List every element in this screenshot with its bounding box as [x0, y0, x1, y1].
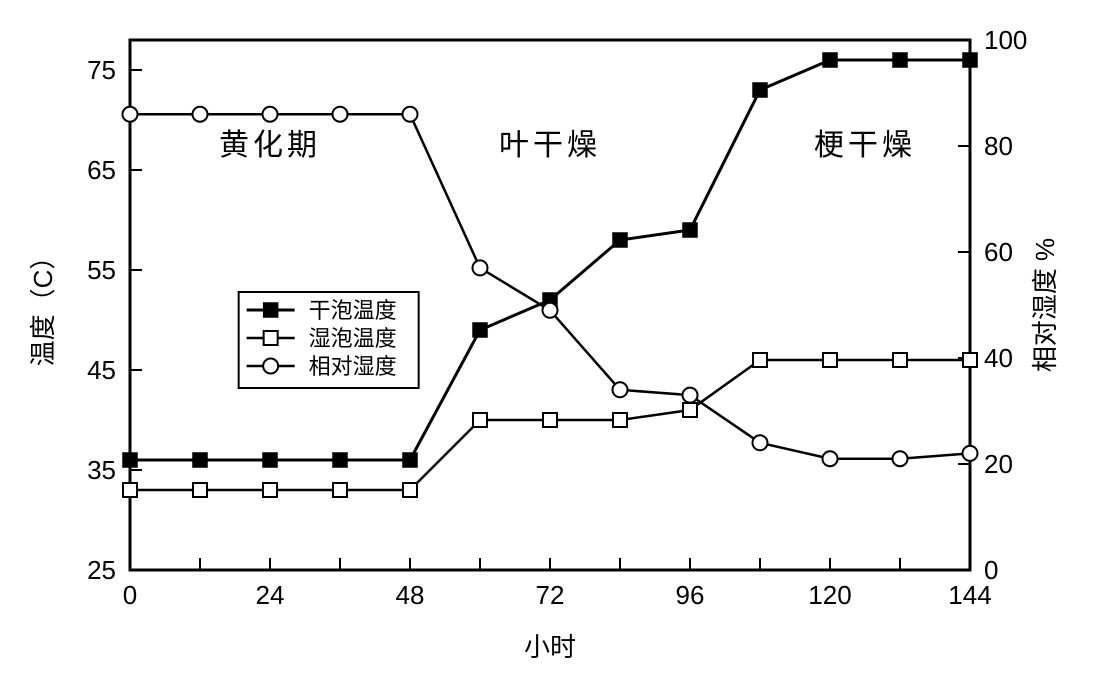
marker-filled-square — [613, 233, 627, 247]
marker-open-square — [264, 331, 278, 345]
marker-open-square — [893, 353, 907, 367]
y-left-tick-label: 55 — [87, 255, 116, 285]
marker-open-square — [963, 353, 977, 367]
chart-svg: 024487296120144小时253545556575温度（C）020406… — [0, 0, 1099, 686]
phase-label: 梗干燥 — [814, 129, 916, 162]
marker-open-square — [543, 413, 557, 427]
y-left-tick-label: 65 — [87, 155, 116, 185]
marker-open-square — [683, 403, 697, 417]
marker-open-circle — [543, 303, 558, 318]
marker-open-circle — [263, 107, 278, 122]
marker-open-square — [753, 353, 767, 367]
y-left-tick-label: 35 — [87, 455, 116, 485]
y-right-tick-label: 100 — [984, 25, 1027, 55]
x-tick-label: 48 — [396, 580, 425, 610]
y-right-tick-label: 40 — [984, 343, 1013, 373]
marker-open-square — [403, 483, 417, 497]
marker-open-circle — [333, 107, 348, 122]
marker-open-square — [193, 483, 207, 497]
marker-open-circle — [753, 435, 768, 450]
y-left-tick-label: 75 — [87, 55, 116, 85]
x-tick-label: 24 — [256, 580, 285, 610]
marker-filled-square — [473, 323, 487, 337]
marker-filled-square — [893, 53, 907, 67]
marker-filled-square — [963, 53, 977, 67]
marker-open-circle — [893, 451, 908, 466]
x-tick-label: 96 — [676, 580, 705, 610]
y-left-axis-label: 温度（C） — [28, 244, 58, 367]
marker-open-square — [333, 483, 347, 497]
marker-open-circle — [823, 451, 838, 466]
y-left-tick-label: 25 — [87, 555, 116, 585]
marker-filled-square — [123, 453, 137, 467]
y-right-tick-label: 60 — [984, 237, 1013, 267]
y-right-tick-label: 0 — [984, 555, 998, 585]
marker-open-circle — [123, 107, 138, 122]
y-left-tick-label: 45 — [87, 355, 116, 385]
series-line-dry_bulb — [130, 60, 970, 460]
y-right-tick-label: 80 — [984, 131, 1013, 161]
marker-open-circle — [403, 107, 418, 122]
marker-open-circle — [263, 359, 278, 374]
legend-label: 干泡温度 — [309, 298, 397, 323]
legend: 干泡温度湿泡温度相对湿度 — [239, 292, 419, 388]
y-right-tick-label: 20 — [984, 449, 1013, 479]
marker-open-square — [823, 353, 837, 367]
series-line-rh — [130, 114, 970, 459]
marker-filled-square — [403, 453, 417, 467]
marker-filled-square — [333, 453, 347, 467]
x-tick-label: 72 — [536, 580, 565, 610]
marker-open-circle — [613, 382, 628, 397]
marker-open-square — [263, 483, 277, 497]
legend-label: 相对湿度 — [309, 354, 397, 379]
marker-open-circle — [473, 260, 488, 275]
marker-open-circle — [963, 446, 978, 461]
legend-label: 湿泡温度 — [309, 326, 397, 351]
marker-open-circle — [683, 388, 698, 403]
x-tick-label: 0 — [123, 580, 137, 610]
marker-open-square — [473, 413, 487, 427]
marker-open-square — [123, 483, 137, 497]
marker-filled-square — [263, 453, 277, 467]
marker-filled-square — [683, 223, 697, 237]
marker-filled-square — [264, 303, 278, 317]
marker-filled-square — [753, 83, 767, 97]
marker-open-circle — [193, 107, 208, 122]
marker-open-square — [613, 413, 627, 427]
phase-label: 叶干燥 — [499, 129, 601, 162]
marker-filled-square — [823, 53, 837, 67]
y-right-axis-label: 相对湿度 % — [1030, 238, 1060, 372]
chart-container: 024487296120144小时253545556575温度（C）020406… — [0, 0, 1099, 686]
x-axis-label: 小时 — [524, 632, 576, 662]
x-tick-label: 120 — [808, 580, 851, 610]
phase-label: 黄化期 — [219, 129, 321, 162]
marker-filled-square — [193, 453, 207, 467]
